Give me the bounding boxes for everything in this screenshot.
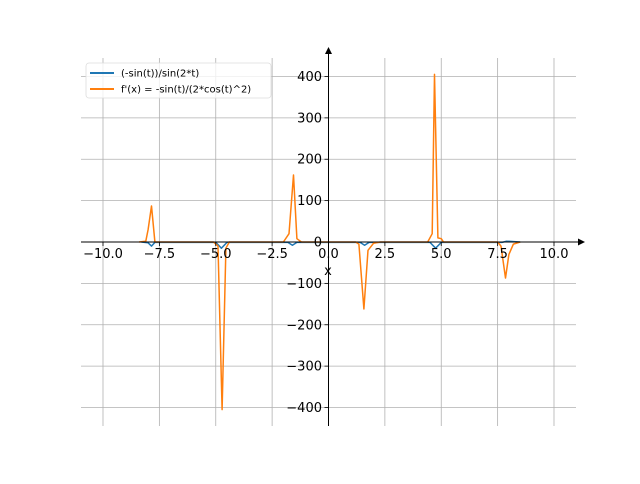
x-tick-label: 0.0 [318, 247, 339, 262]
x-tick-label: 5.0 [431, 247, 452, 262]
y-tick-label: 200 [297, 153, 322, 168]
legend-box [85, 62, 272, 99]
x-tick-label: −5.0 [200, 247, 232, 262]
x-tick-label: −2.5 [256, 247, 288, 262]
y-tick-label: −300 [286, 360, 322, 375]
x-tick-label: 7.5 [487, 247, 508, 262]
y-tick-label: 300 [297, 111, 322, 126]
x-tick-label: 2.5 [375, 247, 396, 262]
x-axis-label: x [324, 264, 332, 279]
y-tick-label: 100 [297, 194, 322, 209]
y-tick-label: −200 [286, 318, 322, 333]
legend-entry: f'(x) = -sin(t)/(2*cos(t)^2) [121, 85, 251, 96]
y-tick-label: 0 [314, 236, 322, 251]
y-axis-arrow-icon [325, 47, 332, 54]
x-tick-label: 10.0 [540, 247, 569, 262]
axes [81, 47, 585, 426]
x-axis-arrow-icon [578, 238, 585, 246]
ticks: −10.0 −7.5 −5.0 −2.5 0.0 2.5 5.0 7.5 10.0 −400 −30… [83, 70, 568, 416]
x-tick-label: −10.0 [83, 247, 123, 262]
x-tick-label: −7.5 [144, 247, 176, 262]
y-tick-label: −400 [286, 401, 322, 416]
y-tick-label: 400 [297, 70, 322, 85]
y-tick-label: −100 [286, 277, 322, 292]
legend: (-sin(t))/sin(2*t) f'(x) = -sin(t)/(2*cos… [85, 62, 272, 99]
legend-entry: (-sin(t))/sin(2*t) [121, 69, 199, 80]
